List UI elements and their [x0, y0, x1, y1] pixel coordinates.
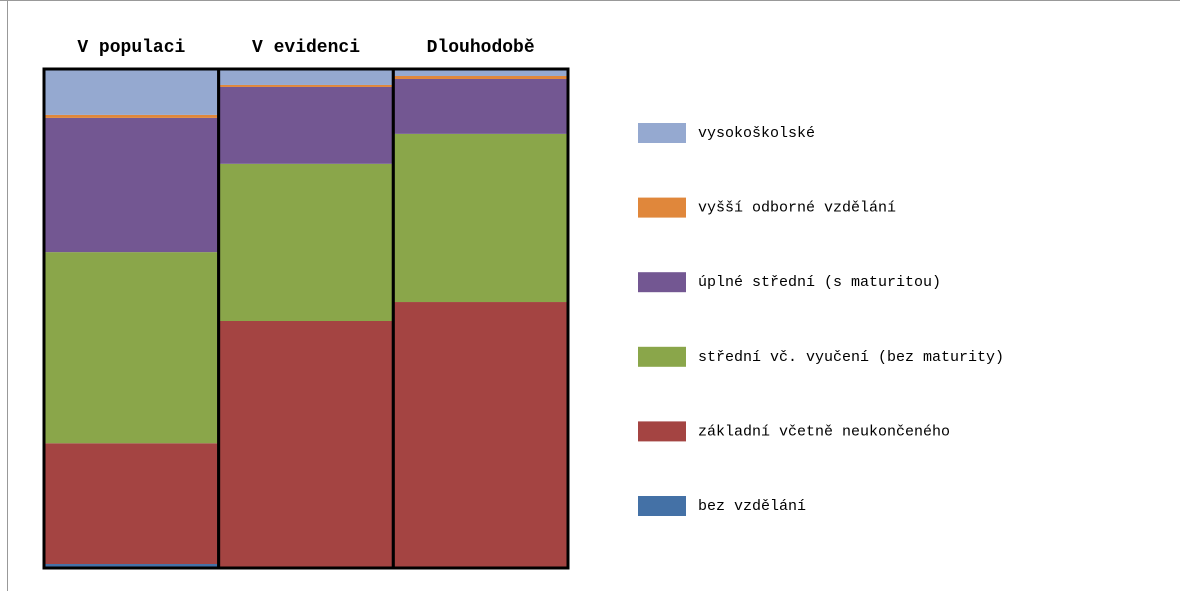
legend-swatch — [638, 123, 686, 143]
legend-swatch — [638, 272, 686, 293]
legend-label: základní včetně neukončeného — [698, 423, 950, 440]
legend-swatch — [638, 346, 686, 367]
legend-label: střední vč. vyučení (bez maturity) — [698, 349, 1004, 366]
x-tick-label: V evidenci — [252, 38, 360, 58]
legend-label: vyšší odborné vzdělání — [698, 200, 896, 217]
bar-segment — [393, 133, 568, 303]
bar-segment — [44, 252, 219, 444]
bar-segment — [393, 75, 568, 79]
x-tick-label: Dlouhodobě — [427, 38, 535, 58]
legend-label: úplné střední (s maturitou) — [698, 274, 941, 291]
bar-segment — [393, 302, 568, 568]
column-border — [391, 67, 570, 570]
legend-label: bez vzdělání — [698, 498, 806, 515]
bar-segment — [218, 69, 394, 85]
bar-segment — [218, 84, 394, 87]
bar-segment — [218, 163, 394, 321]
bar-segment — [44, 117, 219, 253]
x-tick-label: V populaci — [77, 38, 185, 58]
legend-swatch — [638, 496, 686, 516]
legend-swatch — [638, 197, 686, 218]
legend-label: vysokoškolské — [698, 125, 815, 142]
legend-swatch — [638, 421, 686, 442]
bar-segment — [44, 114, 219, 118]
bar-segment — [44, 69, 219, 115]
bar-segment — [218, 86, 394, 164]
bar-segment — [393, 78, 568, 134]
bar-segment — [218, 320, 394, 568]
bar-segment — [44, 564, 219, 568]
bar-segment — [393, 69, 568, 76]
bar-segment — [44, 443, 219, 565]
